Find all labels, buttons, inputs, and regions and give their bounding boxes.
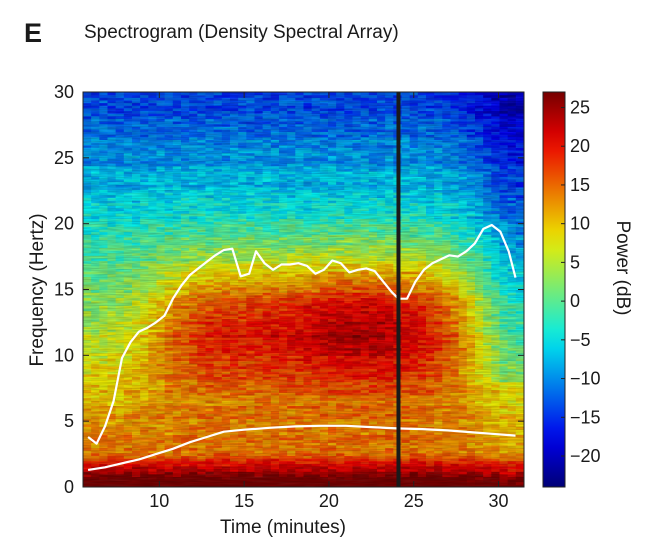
- x-tick-label: 15: [234, 491, 254, 511]
- colorbar-tick-label: −15: [570, 407, 601, 427]
- colorbar-label: Power (dB): [612, 220, 633, 315]
- colorbar-tick-label: −10: [570, 369, 601, 389]
- y-tick-label: 30: [54, 82, 74, 102]
- y-tick-label: 15: [54, 280, 74, 300]
- x-tick-label: 10: [149, 491, 169, 511]
- x-tick-label: 20: [319, 491, 339, 511]
- y-axis: 0 5 10 15 20 25 30: [54, 82, 524, 497]
- colorbar-tick-label: −20: [570, 446, 601, 466]
- colorbar-tick-label: 20: [570, 136, 590, 156]
- colorbar-tick-label: 10: [570, 214, 590, 234]
- colorbar: [542, 91, 566, 488]
- panel-label: E: [24, 18, 42, 48]
- y-tick-label: 0: [64, 477, 74, 497]
- overlay-layer: [87, 92, 517, 487]
- y-tick-label: 5: [64, 411, 74, 431]
- colorbar-axis: 25 20 15 10 5 0 −5 −10 −15 −20: [561, 97, 601, 466]
- y-tick-label: 25: [54, 148, 74, 168]
- x-axis: 10 15 20 25 30: [149, 92, 509, 511]
- median-frequency-line: [87, 424, 516, 471]
- colorbar-tick-label: 0: [570, 291, 580, 311]
- y-axis-label: Frequency (Hertz): [27, 213, 48, 366]
- colorbar-tick-label: 25: [570, 97, 590, 117]
- y-tick-label: 10: [54, 345, 74, 365]
- y-tick-label: 20: [54, 214, 74, 234]
- spectrogram-heatmap: [83, 92, 524, 487]
- colorbar-tick-label: −5: [570, 330, 591, 350]
- colorbar-tick-label: 15: [570, 175, 590, 195]
- x-tick-label: 30: [489, 491, 509, 511]
- colorbar-tick-label: 5: [570, 252, 580, 272]
- x-tick-label: 25: [404, 491, 424, 511]
- x-axis-label: Time (minutes): [220, 517, 346, 538]
- spectral-edge-line: [87, 223, 517, 445]
- chart-title: Spectrogram (Density Spectral Array): [84, 22, 399, 43]
